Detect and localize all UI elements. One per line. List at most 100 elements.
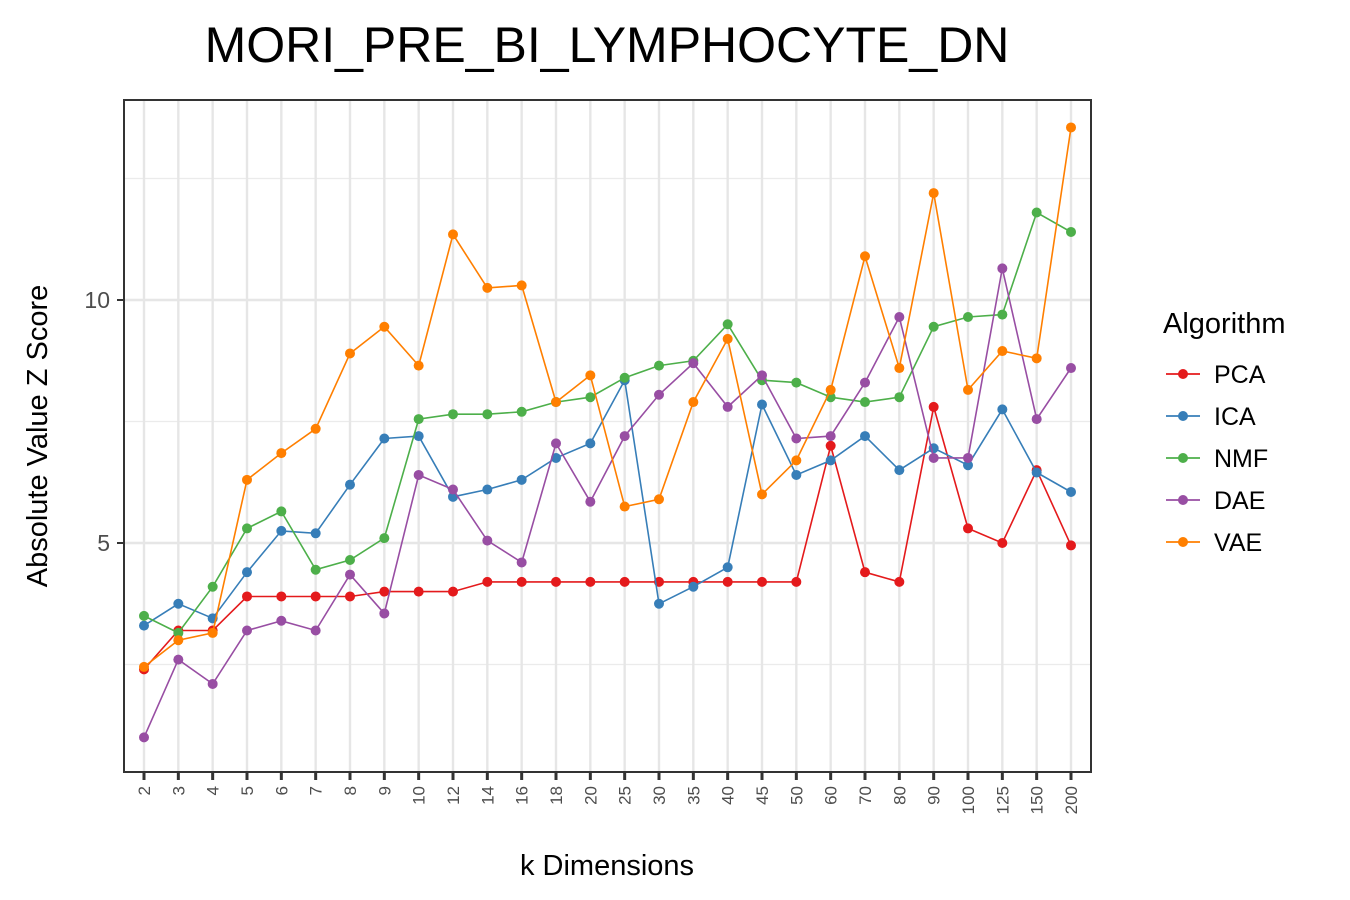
data-point-dae bbox=[276, 615, 287, 626]
data-point-nmf bbox=[482, 409, 493, 420]
data-point-ica bbox=[139, 620, 149, 631]
legend-label: ICA bbox=[1214, 403, 1256, 431]
data-point-ica bbox=[516, 474, 527, 485]
data-point-nmf bbox=[242, 523, 252, 534]
data-point-vae bbox=[139, 661, 149, 672]
data-point-vae bbox=[345, 348, 355, 359]
x-tick-label: 7 bbox=[307, 786, 326, 795]
legend-key-point bbox=[1178, 537, 1188, 547]
data-point-nmf bbox=[139, 610, 149, 621]
x-tick-label: 8 bbox=[341, 786, 360, 795]
data-point-ica bbox=[482, 484, 493, 495]
data-point-ica bbox=[1031, 467, 1042, 478]
plot-border bbox=[123, 99, 1092, 773]
data-point-dae bbox=[173, 654, 184, 665]
data-point-pca bbox=[551, 576, 561, 587]
data-point-nmf bbox=[791, 377, 802, 388]
data-point-vae bbox=[860, 251, 870, 262]
y-axis-title: Absolute Value Z Score bbox=[22, 285, 54, 588]
data-point-vae bbox=[963, 384, 973, 395]
x-tick-label: 60 bbox=[822, 786, 841, 805]
series-dae bbox=[139, 263, 1076, 743]
legend-label: PCA bbox=[1214, 361, 1266, 389]
data-point-pca bbox=[825, 440, 836, 451]
data-point-nmf bbox=[1031, 207, 1042, 218]
data-point-vae bbox=[928, 188, 939, 199]
data-point-ica bbox=[894, 465, 905, 476]
legend-item-ica: ICA bbox=[1166, 403, 1256, 431]
data-point-pca bbox=[791, 576, 802, 587]
series-line-pca bbox=[143, 406, 1072, 670]
data-point-nmf bbox=[448, 409, 458, 420]
legend-item-nmf: NMF bbox=[1166, 445, 1268, 473]
data-point-pca bbox=[722, 576, 733, 587]
data-point-dae bbox=[963, 452, 973, 463]
x-tick-label: 14 bbox=[478, 786, 497, 805]
series-line-ica bbox=[143, 377, 1072, 627]
data-point-dae bbox=[310, 625, 321, 636]
x-tick-label: 3 bbox=[169, 786, 188, 795]
data-point-pca bbox=[619, 576, 630, 587]
x-tick-label: 25 bbox=[616, 786, 635, 805]
data-point-vae bbox=[413, 360, 424, 371]
data-point-nmf bbox=[963, 312, 973, 323]
data-point-dae bbox=[860, 377, 870, 388]
data-point-nmf bbox=[860, 397, 870, 408]
data-point-ica bbox=[791, 469, 802, 480]
x-tick-label: 16 bbox=[513, 786, 532, 805]
data-point-vae bbox=[276, 448, 287, 459]
data-point-pca bbox=[928, 401, 939, 412]
data-point-dae bbox=[997, 263, 1008, 274]
data-point-ica bbox=[997, 404, 1008, 415]
data-point-nmf bbox=[997, 309, 1008, 320]
legend-item-dae: DAE bbox=[1166, 487, 1265, 515]
legend-key-point bbox=[1178, 369, 1188, 379]
y-tick-label: 5 bbox=[97, 530, 110, 556]
data-point-vae bbox=[722, 333, 733, 344]
data-point-nmf bbox=[276, 506, 287, 517]
series-line-vae bbox=[143, 127, 1072, 668]
data-point-pca bbox=[860, 567, 870, 578]
data-point-ica bbox=[173, 598, 184, 609]
data-point-dae bbox=[619, 431, 630, 442]
data-point-nmf bbox=[345, 555, 355, 566]
data-point-pca bbox=[585, 576, 596, 587]
x-tick-label: 5 bbox=[238, 786, 257, 795]
series-line-nmf bbox=[143, 211, 1072, 634]
data-point-nmf bbox=[722, 319, 733, 330]
data-point-pca bbox=[310, 591, 321, 602]
x-tick-label: 70 bbox=[856, 786, 875, 805]
data-point-nmf bbox=[173, 627, 184, 638]
data-point-dae bbox=[654, 389, 664, 400]
legend-item-vae: VAE bbox=[1166, 529, 1262, 557]
data-point-ica bbox=[413, 431, 424, 442]
data-point-dae bbox=[757, 370, 767, 381]
legend-title: Algorithm bbox=[1163, 308, 1286, 340]
data-point-vae bbox=[1031, 353, 1042, 364]
data-point-ica bbox=[242, 567, 252, 578]
data-point-vae bbox=[448, 229, 458, 240]
data-point-ica bbox=[860, 431, 870, 442]
data-point-dae bbox=[1066, 363, 1076, 374]
data-point-dae bbox=[585, 496, 596, 507]
data-point-ica bbox=[757, 399, 767, 410]
data-point-ica bbox=[1066, 486, 1076, 497]
data-point-nmf bbox=[413, 414, 424, 425]
x-tick-label: 20 bbox=[581, 786, 600, 805]
legend-key-point bbox=[1178, 495, 1188, 505]
data-point-nmf bbox=[516, 406, 527, 417]
data-point-pca bbox=[345, 591, 355, 602]
data-point-dae bbox=[791, 433, 802, 444]
series-ica bbox=[139, 375, 1076, 631]
legend-label: DAE bbox=[1214, 487, 1265, 515]
x-tick-label: 200 bbox=[1062, 786, 1081, 814]
data-point-dae bbox=[448, 484, 458, 495]
data-point-dae bbox=[722, 401, 733, 412]
x-tick-label: 9 bbox=[375, 786, 394, 795]
data-point-nmf bbox=[310, 564, 321, 575]
data-point-vae bbox=[894, 363, 905, 374]
data-point-dae bbox=[688, 358, 699, 369]
data-point-nmf bbox=[654, 360, 664, 371]
data-point-pca bbox=[894, 576, 905, 587]
